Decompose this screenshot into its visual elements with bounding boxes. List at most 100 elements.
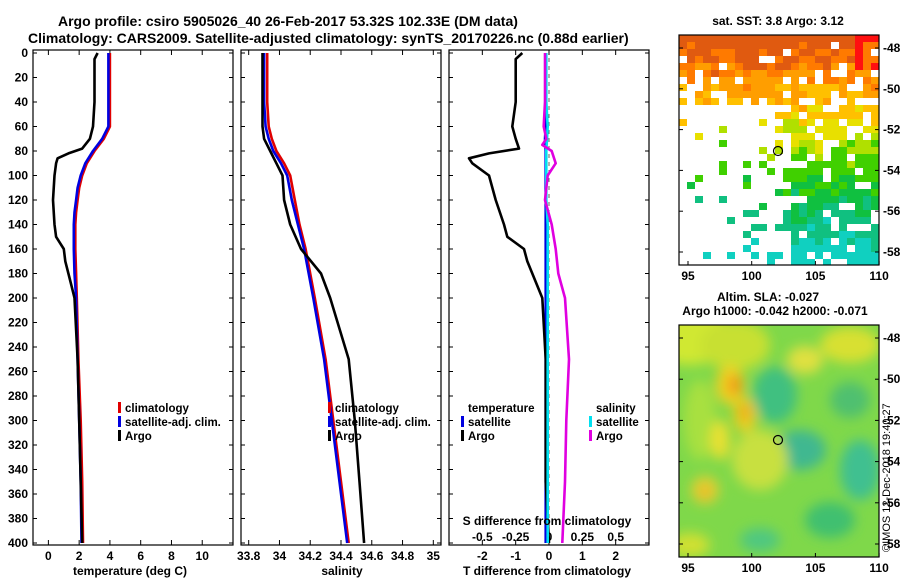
sst-cell: [743, 56, 751, 63]
sst-cell: [823, 49, 831, 56]
sst-cell: [687, 77, 695, 84]
sst-cell: [775, 77, 783, 84]
sst-cell: [839, 175, 847, 182]
sst-cell: [847, 161, 855, 168]
sst-cell: [863, 63, 871, 70]
sst-cell: [863, 105, 871, 112]
sst-cell: [855, 189, 863, 196]
sla-anomaly-patch: [740, 528, 780, 552]
sst-cell: [783, 126, 791, 133]
sst-cell: [847, 91, 855, 98]
sst-cell: [863, 126, 871, 133]
sst-cell: [783, 189, 791, 196]
sst-cell: [871, 189, 879, 196]
sst-cell: [791, 217, 799, 224]
sst-cell: [863, 147, 871, 154]
sst-cell: [791, 224, 799, 231]
sst-cell: [727, 98, 735, 105]
depth-tick-label: 300: [8, 414, 28, 428]
depth-tick-label: 20: [15, 71, 29, 85]
sst-cell: [807, 245, 815, 252]
sst-cell: [791, 210, 799, 217]
sst-cell: [751, 70, 759, 77]
sst-cell: [799, 238, 807, 245]
sst-cell: [831, 154, 839, 161]
sst-cell: [839, 217, 847, 224]
sst-cell: [815, 35, 823, 42]
lon-tick-label: 105: [805, 269, 825, 283]
depth-tick-label: 400: [8, 536, 28, 550]
sst-cell: [679, 42, 687, 49]
sst-cell: [799, 140, 807, 147]
sst-cell: [847, 112, 855, 119]
sst-cell: [839, 210, 847, 217]
sst-cell: [783, 98, 791, 105]
sst-cell: [791, 84, 799, 91]
sst-cell: [719, 42, 727, 49]
sst-cell: [799, 203, 807, 210]
sst-cell: [775, 147, 783, 154]
sst-cell: [807, 161, 815, 168]
sst-cell: [815, 189, 823, 196]
sst-cell: [855, 105, 863, 112]
sst-cell: [767, 63, 775, 70]
sst-cell: [839, 161, 847, 168]
sst-cell: [831, 56, 839, 63]
sst-cell: [871, 182, 879, 189]
s-diff-tick-label: -0.25: [502, 530, 530, 544]
sst-cell: [703, 91, 711, 98]
sst-cell: [807, 203, 815, 210]
sst-cell: [855, 245, 863, 252]
sst-cell: [815, 161, 823, 168]
sst-cell: [687, 35, 695, 42]
sst-cell: [775, 224, 783, 231]
sst-cell: [719, 126, 727, 133]
sst-cell: [751, 49, 759, 56]
sst-cell: [687, 182, 695, 189]
lat-tick-label: -48: [883, 331, 900, 345]
sst-cell: [831, 49, 839, 56]
t-diff-tick-label: -2: [477, 549, 488, 563]
sst-cell: [871, 35, 879, 42]
sst-cell: [799, 56, 807, 63]
sst-cell: [815, 98, 823, 105]
sst-cell: [839, 238, 847, 245]
sst-cell: [791, 63, 799, 70]
sst-cell: [847, 77, 855, 84]
sst-cell: [839, 224, 847, 231]
legend-swatch-climatology: [118, 402, 121, 413]
lon-tick-label: 110: [869, 561, 889, 575]
sst-cell: [823, 70, 831, 77]
sst-cell: [815, 231, 823, 238]
sst-cell: [703, 63, 711, 70]
sst-cell: [863, 77, 871, 84]
sst-cell: [799, 49, 807, 56]
x-tick-label: 33.8: [237, 549, 261, 563]
sst-cell: [847, 147, 855, 154]
sst-cell: [759, 63, 767, 70]
sst-cell: [831, 77, 839, 84]
sst-cell: [783, 56, 791, 63]
sst-cell: [735, 35, 743, 42]
sla-anomaly-patch: [684, 380, 716, 460]
x-tick-label: 34.2: [299, 549, 323, 563]
sst-cell: [815, 105, 823, 112]
lat-tick-label: -54: [883, 455, 900, 469]
sst-cell: [775, 98, 783, 105]
sst-cell: [791, 105, 799, 112]
sst-cell: [759, 49, 767, 56]
legend-swatch-t-satellite: [461, 416, 464, 427]
sst-cell: [847, 259, 855, 265]
series-temperature-argo: [467, 52, 551, 544]
sst-cell: [807, 77, 815, 84]
lon-tick-label: 100: [742, 561, 762, 575]
sst-cell: [823, 231, 831, 238]
sst-cell: [799, 119, 807, 126]
sst-cell: [791, 245, 799, 252]
sst-cell: [863, 56, 871, 63]
sst-cell: [799, 126, 807, 133]
sst-cell: [783, 217, 791, 224]
sst-cell: [759, 70, 767, 77]
sst-cell: [791, 56, 799, 63]
